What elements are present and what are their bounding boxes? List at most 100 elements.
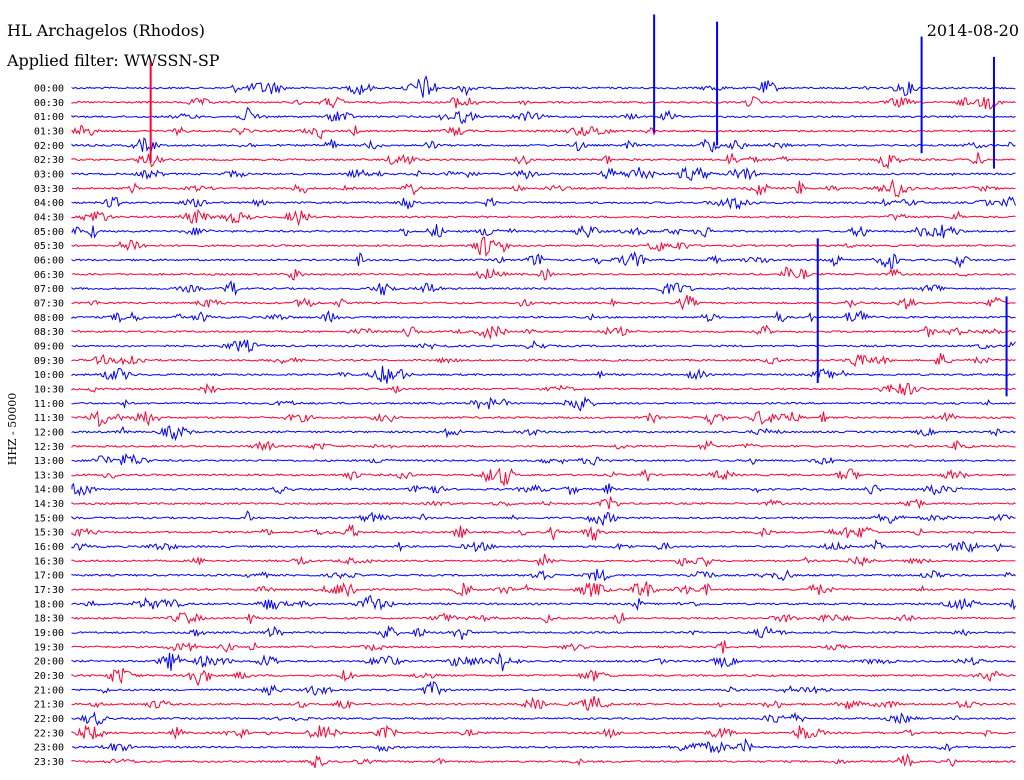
row-label-0630: 06:30 [34,270,64,281]
trace-0330 [71,178,1016,198]
row-label-1100: 11:00 [34,399,64,410]
row-label-2300: 23:00 [34,743,64,754]
date-label: 2014-08-20 [926,21,1019,40]
station-title: HL Archagelos (Rhodos) [7,21,205,40]
trace-0230 [71,152,1016,170]
row-label-0530: 05:30 [34,241,64,252]
row-label-0930: 09:30 [34,356,64,367]
row-label-1000: 10:00 [34,370,64,381]
row-label-1200: 12:00 [34,427,64,438]
trace-0300 [71,166,1016,181]
trace-1800 [71,594,1016,611]
trace-2100 [71,680,1016,696]
row-label-1230: 12:30 [34,442,64,453]
row-label-1500: 15:00 [34,513,64,524]
filter-label: Applied filter: WWSSN-SP [7,51,220,70]
trace-0430 [71,208,1016,227]
trace-1500 [71,510,1016,526]
row-label-1630: 16:30 [34,556,64,567]
row-label-1600: 16:00 [34,542,64,553]
row-label-0900: 09:00 [34,341,64,352]
trace-0530 [71,236,1016,258]
trace-1100 [71,396,1016,412]
row-label-1930: 19:30 [34,642,64,653]
trace-0700 [71,280,1016,297]
row-label-2200: 22:00 [34,714,64,725]
row-label-0030: 00:30 [34,98,64,109]
trace-1300 [71,452,1016,466]
trace-0830 [71,324,1016,340]
row-label-0200: 02:00 [34,141,64,152]
trace-0800 [71,310,1016,324]
row-label-0230: 02:30 [34,155,64,166]
trace-0730 [71,294,1016,311]
row-label-1830: 18:30 [34,614,64,625]
row-label-1300: 13:00 [34,456,64,467]
row-label-0000: 00:00 [34,84,64,95]
event-spikes [149,14,1008,397]
trace-1130 [71,410,1016,428]
trace-0900 [71,338,1016,353]
row-label-2330: 23:30 [34,757,64,768]
trace-0200 [71,136,1016,153]
trace-1900 [71,624,1016,640]
trace-1530 [71,524,1016,541]
row-label-0730: 07:30 [34,298,64,309]
row-label-1700: 17:00 [34,571,64,582]
trace-0400 [71,196,1016,211]
row-label-1530: 15:30 [34,528,64,539]
row-label-0100: 01:00 [34,112,64,123]
row-label-1130: 11:30 [34,413,64,424]
row-label-0300: 03:00 [34,169,64,180]
trace-0130 [71,124,1016,140]
trace-1930 [71,640,1016,654]
trace-1000 [71,365,1016,384]
row-label-1030: 10:30 [34,384,64,395]
row-label-1330: 13:30 [34,470,64,481]
row-label-0800: 08:00 [34,313,64,324]
trace-1630 [71,553,1016,568]
row-label-0330: 03:30 [34,184,64,195]
row-label-0400: 04:00 [34,198,64,209]
trace-2130 [71,695,1016,712]
trace-1030 [71,382,1016,396]
row-label-0430: 04:30 [34,212,64,223]
trace-1230 [71,439,1016,452]
trace-2030 [71,667,1016,687]
row-label-2030: 20:30 [34,671,64,682]
time-tick-labels: 00:00 00:30 01:00 01:30 02:00 02:30 03:00 03:30… [34,84,64,769]
trace-0600 [71,250,1016,270]
trace-1600 [71,538,1016,553]
row-label-2000: 20:00 [34,657,64,668]
trace-1730 [71,581,1016,598]
row-label-2130: 21:30 [34,700,64,711]
seismic-traces [71,74,1016,769]
trace-1200 [71,425,1016,442]
trace-1700 [71,568,1016,582]
trace-1330 [71,467,1016,488]
channel-label: HHZ - 50000 [5,392,19,466]
trace-0630 [71,266,1016,281]
row-label-1800: 18:00 [34,599,64,610]
trace-0500 [71,224,1016,239]
row-label-1900: 19:00 [34,628,64,639]
trace-1830 [71,612,1016,625]
row-label-2230: 22:30 [34,728,64,739]
trace-2330 [71,753,1016,769]
trace-2000 [71,651,1016,672]
trace-0030 [71,96,1016,110]
trace-2200 [71,711,1016,726]
trace-1400 [71,482,1016,497]
trace-0100 [71,106,1016,125]
row-label-0500: 05:00 [34,227,64,238]
row-label-0700: 07:00 [34,284,64,295]
trace-0000 [71,74,1016,98]
trace-0930 [71,352,1016,368]
row-label-1400: 14:00 [34,485,64,496]
row-label-0600: 06:00 [34,255,64,266]
row-label-1730: 17:30 [34,585,64,596]
row-label-1430: 14:30 [34,499,64,510]
trace-2230 [71,724,1016,740]
row-label-2100: 21:00 [34,685,64,696]
